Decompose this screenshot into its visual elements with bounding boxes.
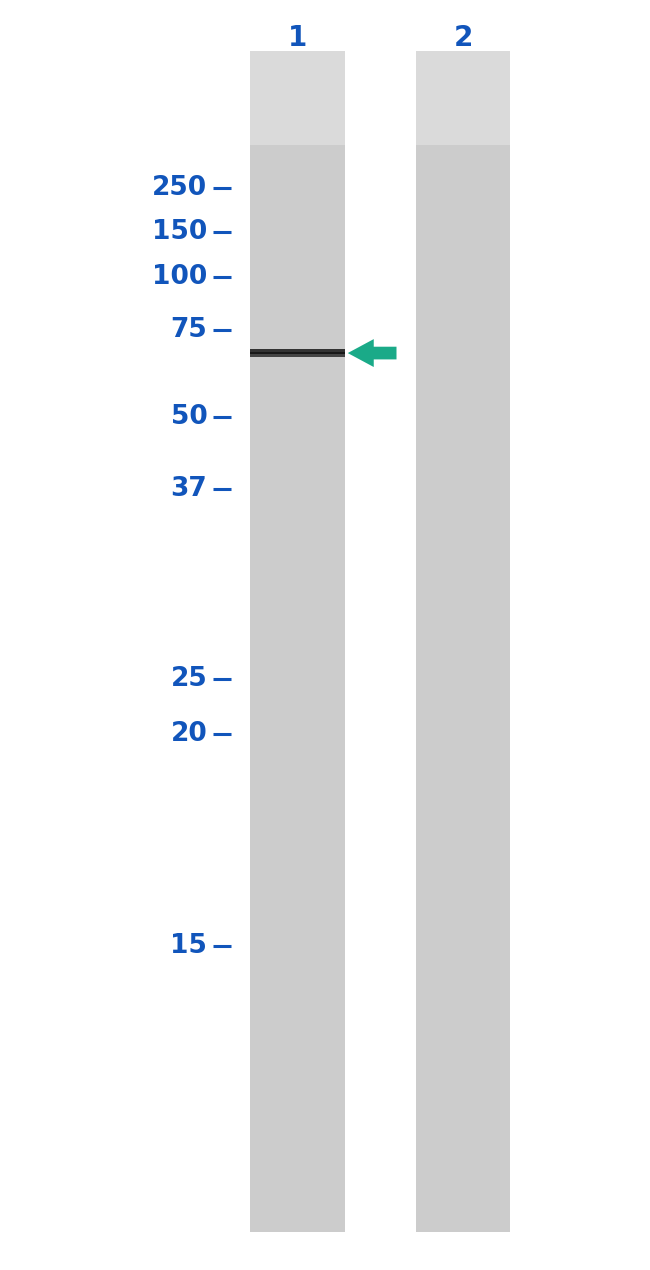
Bar: [416, 51, 510, 1232]
Bar: [250, 51, 344, 1232]
Text: 150: 150: [152, 220, 207, 245]
Text: 50: 50: [170, 404, 207, 429]
Bar: [250, 349, 344, 357]
Text: 25: 25: [170, 667, 207, 692]
Bar: [416, 51, 510, 145]
Text: 75: 75: [170, 318, 207, 343]
Text: 100: 100: [152, 264, 207, 290]
Text: 2: 2: [454, 24, 473, 52]
Bar: [250, 51, 344, 145]
Text: 1: 1: [288, 24, 307, 52]
FancyArrow shape: [348, 339, 396, 367]
Text: 250: 250: [152, 175, 207, 201]
Text: 20: 20: [170, 721, 207, 747]
Bar: [250, 354, 344, 357]
Text: 37: 37: [170, 476, 207, 502]
Bar: [250, 352, 344, 357]
Text: 15: 15: [170, 933, 207, 959]
